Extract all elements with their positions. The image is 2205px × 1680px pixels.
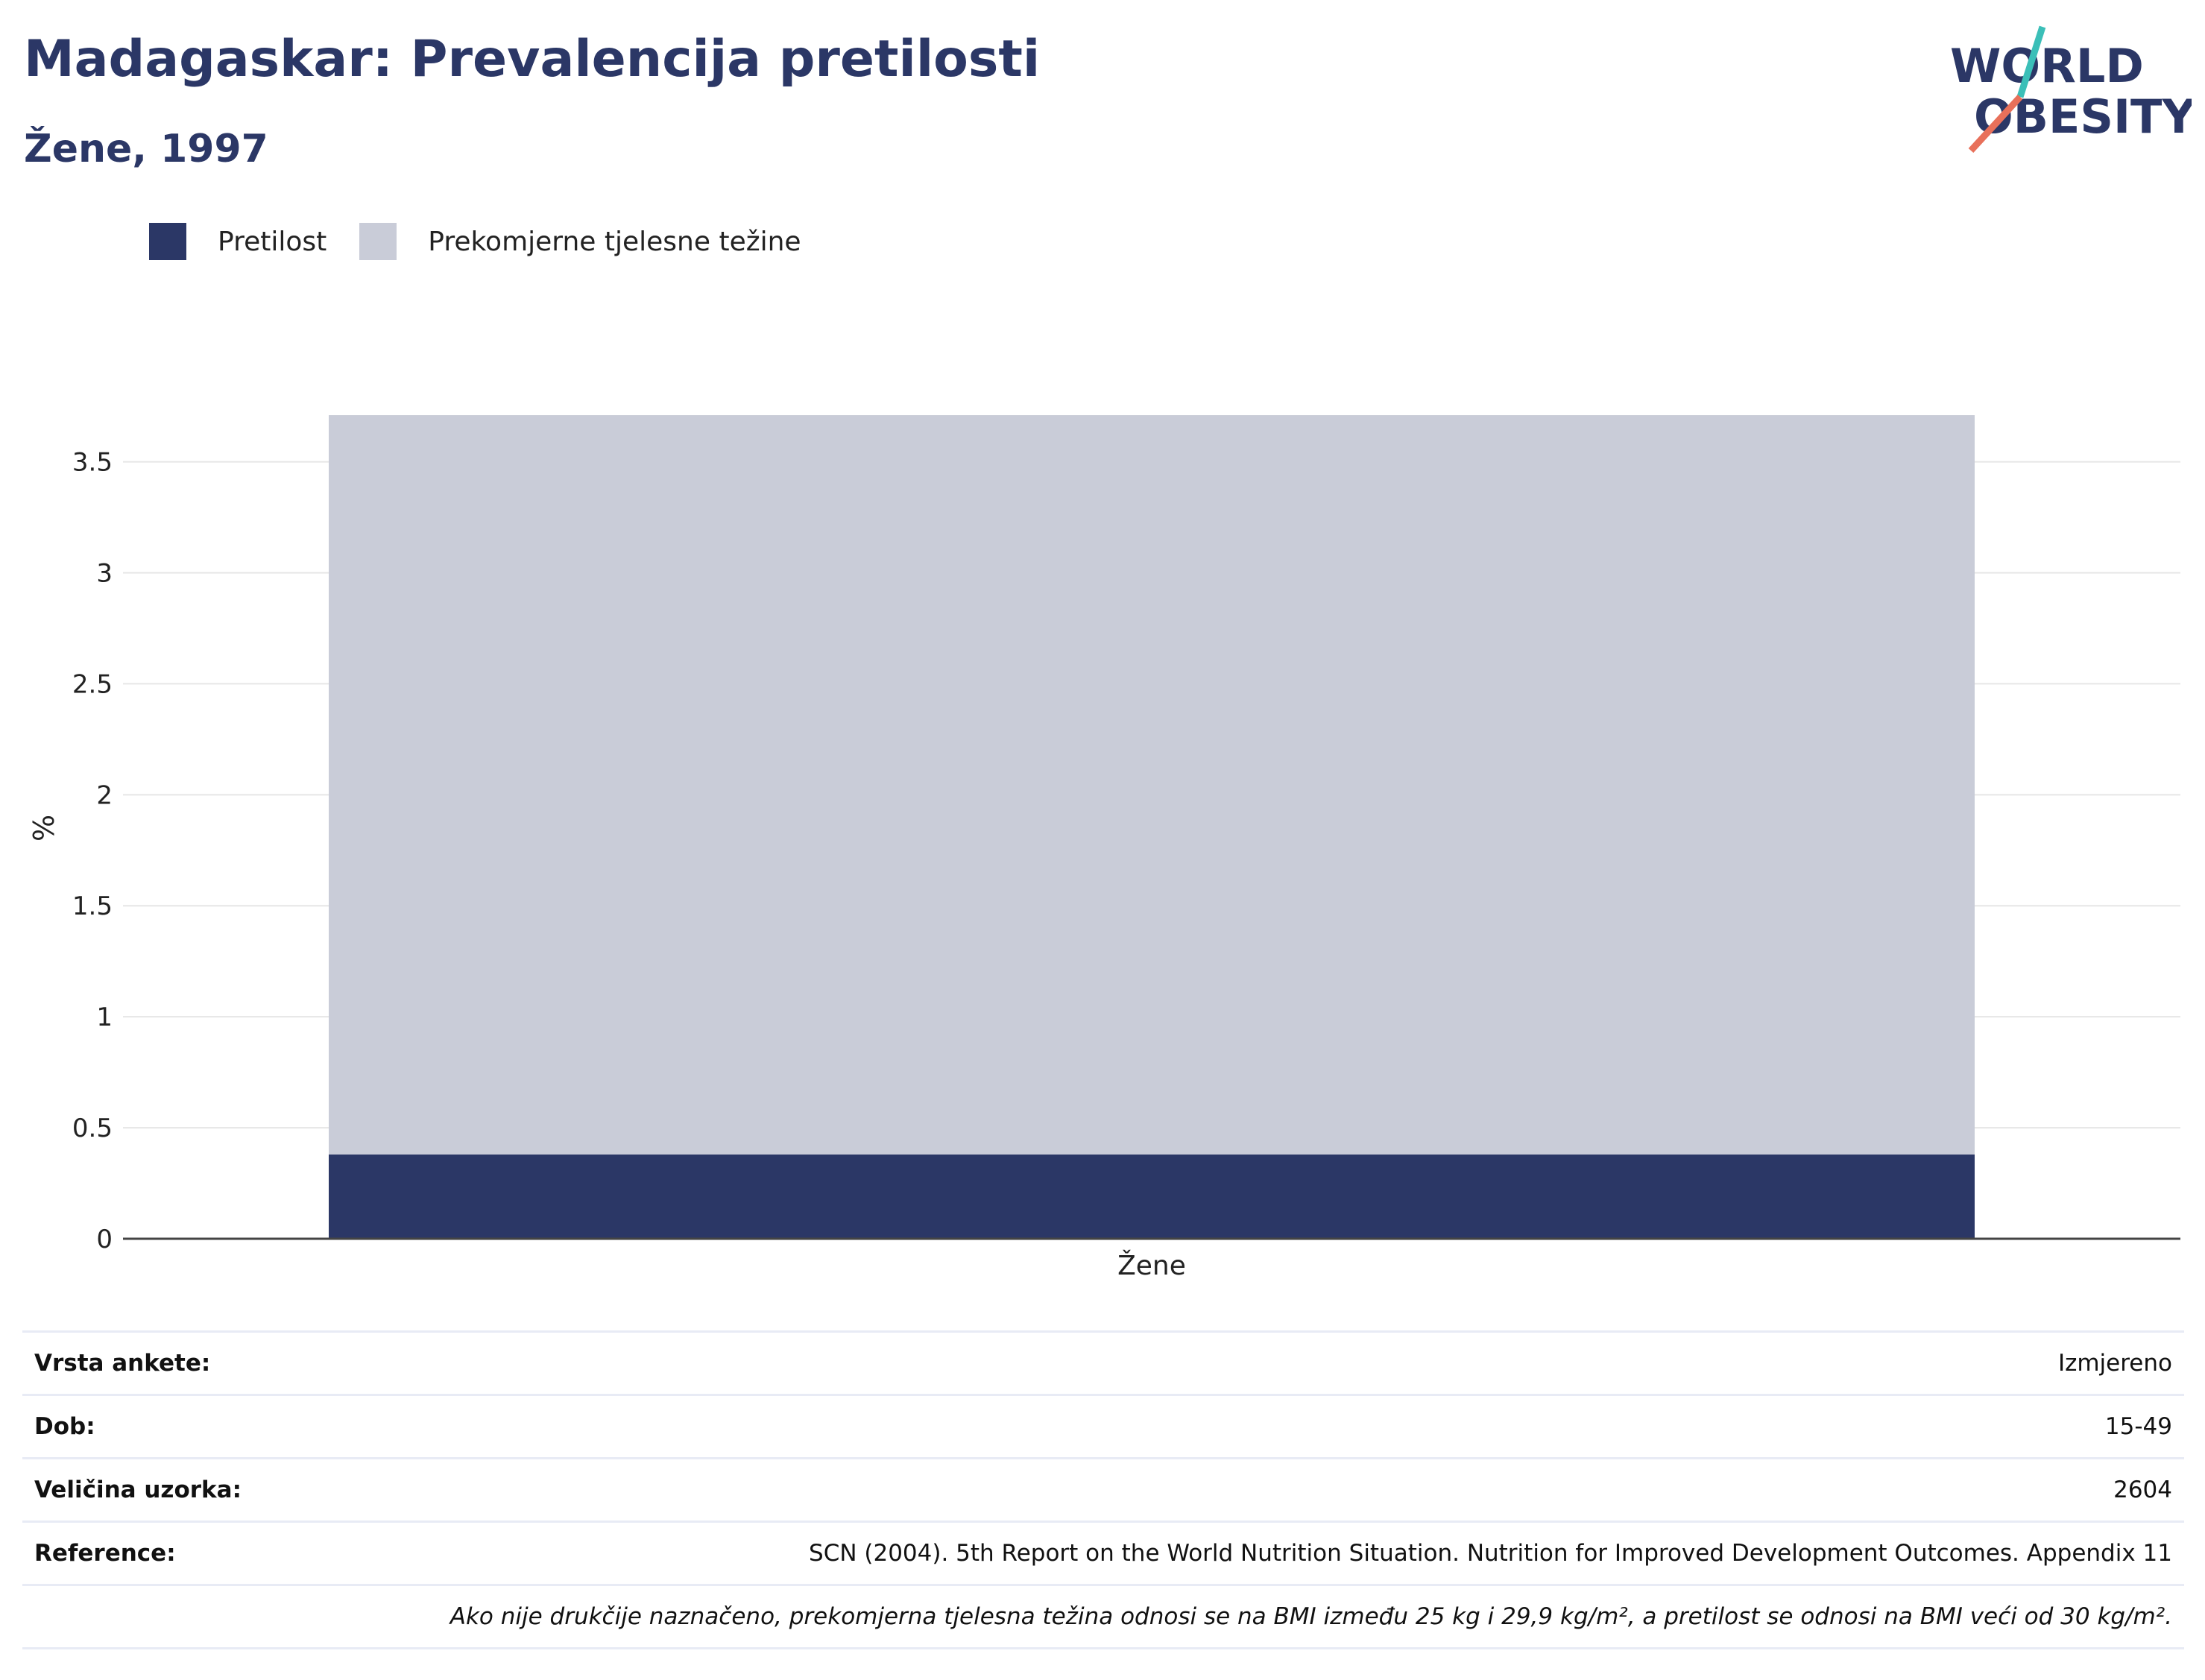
y-tick-label: 2.5 [72,669,113,699]
footnote: Ako nije drukčije naznačeno, prekomjerna… [449,1603,2172,1630]
info-label: Dob: [34,1413,95,1440]
info-label: Vrsta ankete: [34,1350,211,1377]
y-tick-label: 1 [96,1002,113,1032]
legend-label-pretilost: Pretilost [218,226,327,257]
logo-slash-top [2016,25,2046,98]
info-value: Izmjereno [2057,1350,2172,1377]
info-value: 2604 [2113,1477,2172,1503]
info-label: Veličina uzorka: [34,1477,242,1503]
legend-label-prekomjerne: Prekomjerne tjelesne težine [428,226,801,257]
stacked-bar-chart: 0 0.5 1 1.5 2 2.5 3 3.5 Žene% [28,415,2180,1281]
world-obesity-logo: WORLD OBESITY [1950,25,2192,154]
info-table: Vrsta ankete: Izmjereno Dob: 15-49 Velič… [22,1330,2184,1649]
y-tick-label: 0 [96,1225,113,1254]
chart-legend: Pretilost Prekomjerne tjelesne težine [149,221,834,262]
y-tick-label: 3 [96,558,113,588]
page-title: Madagaskar: Prevalencija pretilosti [24,30,1041,89]
info-footnote-row: Ako nije drukčije naznačeno, prekomjerna… [22,1584,2184,1649]
y-axis-label: % [28,815,60,841]
logo-line2: OBESITY [1974,89,2192,144]
info-row-sample-size: Veličina uzorka: 2604 [22,1457,2184,1520]
page-subtitle: Žene, 1997 [24,127,268,171]
info-label: Reference: [34,1540,176,1567]
y-tick-label: 2 [96,780,113,810]
y-tick-label: 0.5 [72,1114,113,1143]
info-row-survey-type: Vrsta ankete: Izmjereno [22,1330,2184,1394]
logo-line1: WORLD [1950,39,2144,93]
legend-swatch-pretilost [149,223,186,260]
logo-slash-bottom [1968,94,2023,154]
bar-segment [329,1154,1975,1239]
y-tick-label: 1.5 [72,891,113,921]
bar-segment [329,415,1975,1155]
y-tick-label: 3.5 [72,448,113,478]
legend-swatch-prekomjerne [359,223,397,260]
legend-item-pretilost[interactable]: Pretilost [149,223,327,260]
info-value: SCN (2004). 5th Report on the World Nutr… [809,1540,2172,1567]
info-value: 15-49 [2104,1413,2172,1440]
info-row-reference: Reference: SCN (2004). 5th Report on the… [22,1520,2184,1584]
x-tick-label: Žene [1117,1250,1186,1281]
legend-item-prekomjerne[interactable]: Prekomjerne tjelesne težine [359,223,801,260]
info-row-age: Dob: 15-49 [22,1394,2184,1457]
